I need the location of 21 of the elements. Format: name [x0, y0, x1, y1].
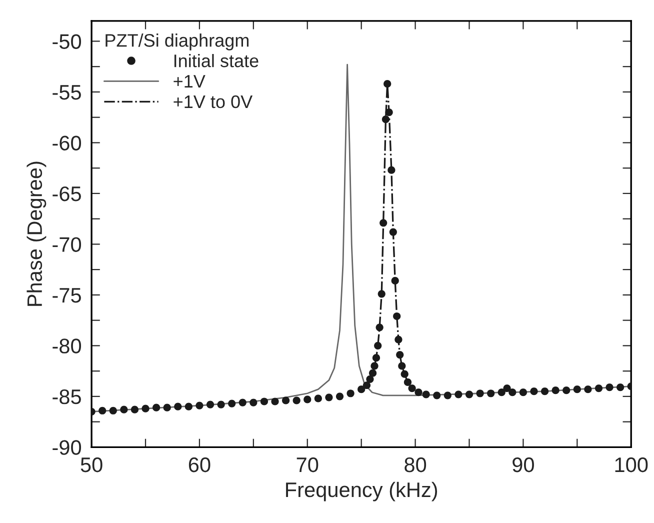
x-tick-label: 60 [188, 457, 210, 472]
y-tick-label: -70 [52, 237, 82, 252]
y-tick-label: -80 [52, 338, 82, 354]
y-tick-label: -50 [52, 34, 82, 49]
x-tick-label: 70 [296, 457, 318, 472]
y-tick-label: -55 [52, 85, 81, 100]
y-tick-label: -75 [52, 288, 81, 303]
legend-label: +1V [174, 75, 206, 88]
x-tick-label: 100 [615, 457, 648, 472]
legend-title: PZT/Si diaphragm [106, 34, 249, 50]
x-tick-label: 90 [512, 457, 534, 472]
legend-label: Initial state [174, 54, 258, 68]
x-axis-title: Frequency (kHz) [286, 482, 438, 502]
y-tick-label: -65 [52, 186, 81, 202]
y-tick-label: -85 [52, 389, 81, 404]
x-tick-label: 50 [80, 457, 102, 472]
legend-label: +1V to 0V [174, 95, 253, 108]
y-tick-label: -60 [52, 136, 82, 150]
x-tick-label: 80 [404, 457, 426, 472]
y-tick-label: -90 [52, 440, 82, 455]
y-axis-title: Phase (Degree) [26, 162, 46, 306]
